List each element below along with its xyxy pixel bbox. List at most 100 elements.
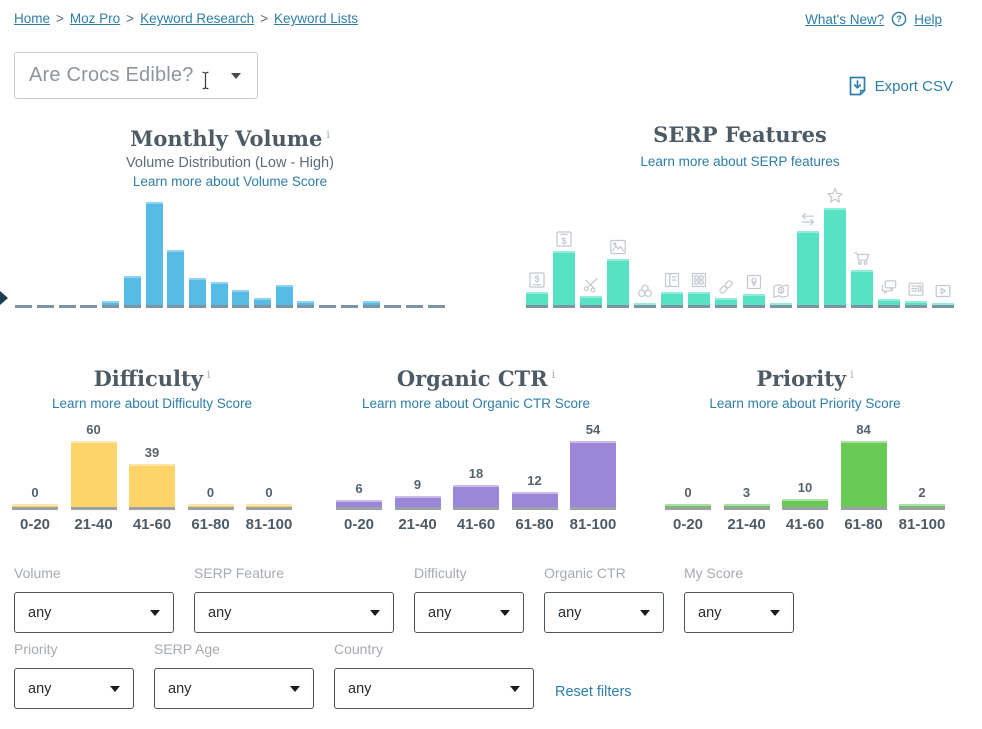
filter-label: Volume xyxy=(14,565,61,581)
chart-title-text: Difficulty xyxy=(93,366,203,391)
baseline-dash xyxy=(319,305,337,308)
baseline-dash xyxy=(102,305,120,308)
info-icon[interactable]: i xyxy=(850,368,854,381)
bucket-label: 21-40 xyxy=(398,516,437,533)
selected-value: any xyxy=(168,680,192,697)
baseline xyxy=(511,507,558,510)
link-icon xyxy=(716,276,736,296)
baseline-dash xyxy=(340,305,358,308)
baseline-dash xyxy=(661,305,684,308)
chevron-down-icon xyxy=(150,609,160,616)
map-dollar-icon: $ xyxy=(771,281,791,301)
baseline xyxy=(840,507,887,510)
histogram-slot xyxy=(577,183,604,308)
bar xyxy=(336,500,382,507)
bar xyxy=(123,276,141,305)
bucket-slot: 10 41-60 xyxy=(782,422,828,534)
histogram-slot xyxy=(208,202,230,308)
learn-more-ctr-link[interactable]: Learn more about Organic CTR Score xyxy=(361,396,591,411)
histogram-slot xyxy=(686,183,713,308)
bar xyxy=(362,301,380,305)
info-icon[interactable]: i xyxy=(326,128,330,141)
bar xyxy=(394,496,441,507)
baseline-dash xyxy=(15,305,33,308)
baseline-dash xyxy=(769,305,792,308)
breadcrumb-home[interactable]: Home xyxy=(14,11,51,26)
bar xyxy=(782,499,828,507)
baseline-dash xyxy=(254,305,272,308)
learn-more-priority-link[interactable]: Learn more about Priority Score xyxy=(709,396,901,411)
help-question-icon[interactable]: ? xyxy=(891,11,907,27)
difficulty-filter-select[interactable]: any xyxy=(414,592,524,633)
help-link[interactable]: Help xyxy=(914,11,942,27)
ad-bottom-icon: $ xyxy=(554,229,574,249)
histogram-slot xyxy=(165,202,187,308)
serp-age-filter-select[interactable]: any xyxy=(154,668,314,709)
info-icon[interactable]: i xyxy=(551,368,556,381)
filter-group-my-score: My Score any xyxy=(684,565,794,633)
baseline xyxy=(394,507,441,510)
histogram-slot xyxy=(794,183,821,308)
bucket-label: 41-60 xyxy=(132,516,172,533)
info-icon[interactable]: i xyxy=(206,368,211,381)
baseline-dash xyxy=(715,305,738,308)
bar-value-label: 54 xyxy=(585,422,601,437)
bucket-slot: 54 81-100 xyxy=(570,422,617,534)
breadcrumb-keyword-research[interactable]: Keyword Research xyxy=(140,11,255,26)
histogram-slot: $ xyxy=(550,183,577,308)
bucket-slot: 18 41-60 xyxy=(453,422,499,534)
filter-group-serp-age: SERP Age any xyxy=(154,641,314,709)
chart-title-text: Organic CTR xyxy=(396,366,548,391)
bucket-label: 0-20 xyxy=(19,516,51,533)
bucket-label: 0-20 xyxy=(672,516,704,533)
volume-filter-select[interactable]: any xyxy=(14,592,174,633)
baseline-dash xyxy=(123,305,141,308)
baseline-dash xyxy=(742,305,765,308)
my-score-filter-select[interactable]: any xyxy=(684,592,794,633)
histogram-slot xyxy=(740,183,767,308)
questions-icon xyxy=(879,277,899,297)
breadcrumb-keyword-lists[interactable]: Keyword Lists xyxy=(274,11,359,26)
breadcrumb-separator: > xyxy=(126,11,135,26)
bar-value-label: 3 xyxy=(742,485,751,500)
breadcrumb: Home > Moz Pro > Keyword Research > Keyword Li… xyxy=(14,11,358,26)
reset-filters-link[interactable]: Reset filters xyxy=(555,684,632,700)
histogram-slot xyxy=(78,202,100,308)
svg-text:$: $ xyxy=(561,236,566,246)
bar-value-label: 39 xyxy=(144,445,160,460)
export-csv-label: Export CSV xyxy=(874,77,953,95)
sitelinks-icon xyxy=(689,270,709,290)
shopping-cart-icon xyxy=(852,248,872,268)
histogram-slot xyxy=(360,202,382,308)
whats-new-link[interactable]: What's New? xyxy=(805,11,885,27)
learn-more-volume-link[interactable]: Learn more about Volume Score xyxy=(132,174,328,189)
chart-title-text: Priority xyxy=(756,366,847,391)
bucket-slot: 3 21-40 xyxy=(723,422,770,534)
priority-filter-select[interactable]: any xyxy=(14,668,134,709)
organic-ctr-filter-select[interactable]: any xyxy=(544,592,664,633)
learn-more-difficulty-link[interactable]: Learn more about Difficulty Score xyxy=(51,396,253,411)
bar-value-label: 0 xyxy=(206,485,215,500)
bucket-slot: 12 61-80 xyxy=(511,422,558,534)
bar-value-label: 12 xyxy=(527,473,542,488)
serp-feature-filter-select[interactable]: any xyxy=(194,592,394,633)
country-filter-select[interactable]: any xyxy=(334,668,534,709)
bar xyxy=(723,504,770,507)
histogram-slot xyxy=(56,202,78,308)
breadcrumb-separator: > xyxy=(56,11,64,26)
histogram-slot xyxy=(339,202,361,308)
learn-more-serp-link[interactable]: Learn more about SERP features xyxy=(640,154,840,169)
histogram-slot xyxy=(382,202,404,308)
breadcrumb-moz-pro[interactable]: Moz Pro xyxy=(69,11,121,26)
bar xyxy=(823,208,846,305)
histogram-slot xyxy=(143,202,165,308)
histogram-slot xyxy=(230,202,252,308)
bucket-slot: 39 41-60 xyxy=(129,422,175,534)
filter-group-difficulty: Difficulty any xyxy=(414,565,524,633)
baseline-dash xyxy=(796,305,819,308)
bar-value-label: 0 xyxy=(684,485,692,500)
keyword-list-selector[interactable]: Are Crocs Edible? xyxy=(14,52,258,99)
expand-panel-arrow-icon[interactable] xyxy=(0,290,9,311)
export-csv-button[interactable]: Export CSV xyxy=(849,76,953,96)
baseline-dash xyxy=(275,305,293,308)
